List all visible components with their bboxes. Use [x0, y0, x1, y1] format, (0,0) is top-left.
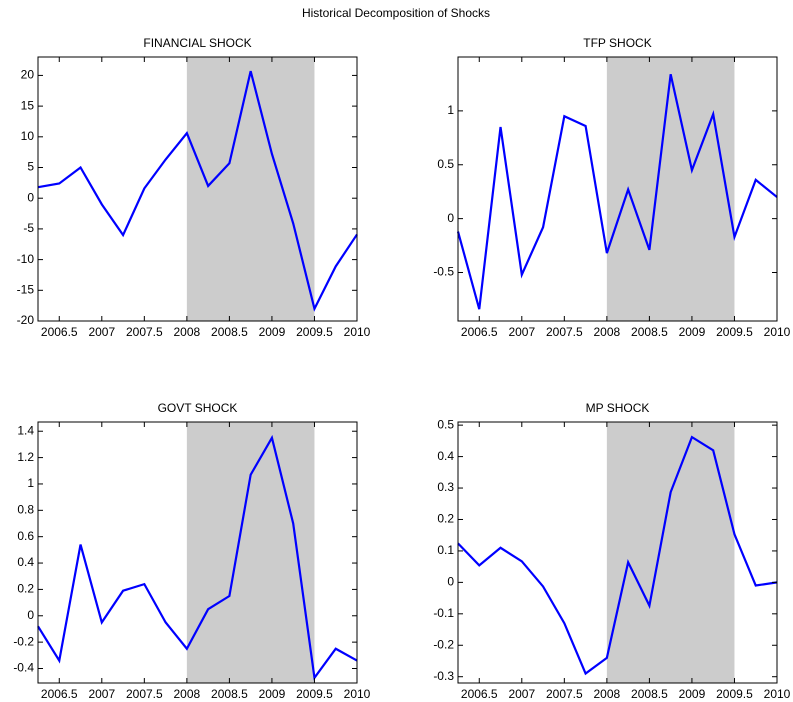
y-tick-label: -0.4: [13, 661, 34, 675]
x-tick-label: 2008.5: [211, 687, 248, 701]
x-tick-label: 2010: [344, 325, 371, 339]
x-tick-label: 2008: [174, 325, 201, 339]
subplot: MP SHOCK -0.3 -0.2 -0.1 0 0.1 0.2 0.3 0.4 0.5 2006…: [433, 401, 790, 701]
x-tick-label: 2007.5: [126, 687, 163, 701]
y-tick-label: 0: [27, 608, 34, 622]
x-tick-label: 2007: [508, 325, 535, 339]
x-tick-label: 2008.5: [631, 687, 668, 701]
shaded-region: [186, 57, 315, 321]
x-tick-label: 2009: [679, 687, 706, 701]
y-tick-label: 0.5: [437, 157, 454, 171]
y-tick-label: 15: [21, 98, 35, 112]
x-tick-label: 2010: [764, 687, 791, 701]
subplot-title: MP SHOCK: [586, 401, 650, 415]
x-tick-label: 2009.5: [716, 687, 753, 701]
axes-box: [457, 56, 778, 322]
y-tick-label: 1: [27, 476, 34, 490]
x-tick-label: 2010: [344, 687, 371, 701]
y-tick-label: 0.2: [437, 512, 454, 526]
axes-box: [457, 421, 778, 684]
y-tick-label: -20: [17, 313, 35, 327]
x-tick-label: 2007.5: [546, 325, 583, 339]
data-line: [457, 435, 778, 676]
shaded-region: [186, 422, 315, 683]
y-tick-label: -0.3: [433, 669, 454, 683]
shaded-region: [606, 422, 735, 683]
x-tick-label: 2009: [259, 325, 286, 339]
x-tick-label: 2007: [508, 687, 535, 701]
subplot-title: FINANCIAL SHOCK: [143, 36, 251, 50]
y-tick-label: -0.2: [13, 634, 34, 648]
subplot: TFP SHOCK -0.5 0 0.5 1 2006.5 2007 2007.5 2008 20…: [433, 36, 790, 339]
x-tick-label: 2007: [88, 687, 115, 701]
y-tick-label: 0: [447, 575, 454, 589]
y-tick-label: 20: [21, 68, 35, 82]
y-tick-label: 0.2: [17, 582, 34, 596]
figure-title: Historical Decomposition of Shocks: [302, 6, 490, 20]
data-line: [37, 434, 358, 681]
x-tick-label: 2008: [594, 687, 621, 701]
y-tick-label: 0.3: [437, 480, 454, 494]
x-tick-label: 2009: [679, 325, 706, 339]
x-tick-label: 2009.5: [296, 687, 333, 701]
axes-box: [37, 56, 358, 322]
axes-box: [37, 421, 358, 684]
y-tick-label: 0.4: [17, 555, 34, 569]
x-tick-label: 2007.5: [126, 325, 163, 339]
y-tick-label: 0: [447, 211, 454, 225]
y-tick-label: -0.2: [433, 637, 454, 651]
y-tick-label: -15: [17, 282, 35, 296]
x-tick-label: 2006.5: [461, 325, 498, 339]
x-tick-label: 2006.5: [41, 325, 78, 339]
subplot-title: GOVT SHOCK: [158, 401, 238, 415]
y-tick-label: 0.6: [17, 529, 34, 543]
shaded-region: [606, 57, 735, 321]
y-tick-label: 1.2: [17, 450, 34, 464]
y-tick-label: 0.1: [437, 543, 454, 557]
x-tick-label: 2008.5: [211, 325, 248, 339]
x-tick-label: 2009.5: [296, 325, 333, 339]
y-tick-label: 1.4: [17, 423, 34, 437]
x-tick-label: 2010: [764, 325, 791, 339]
y-tick-label: -0.5: [433, 265, 454, 279]
y-tick-label: 1: [447, 103, 454, 117]
y-tick-label: 5: [27, 160, 34, 174]
x-tick-label: 2008.5: [631, 325, 668, 339]
x-tick-label: 2007: [88, 325, 115, 339]
subplot: FINANCIAL SHOCK -20 -15 -10 -5 0 5 10 15 20 2006.5…: [17, 36, 371, 339]
y-tick-label: 0.5: [437, 417, 454, 431]
x-tick-label: 2006.5: [41, 687, 78, 701]
subplot-title: TFP SHOCK: [583, 36, 651, 50]
y-tick-label: 0: [27, 190, 34, 204]
subplot: GOVT SHOCK -0.4 -0.2 0 0.2 0.4 0.6 0.8 1 1.2 1.4 20…: [13, 401, 370, 701]
x-tick-label: 2006.5: [461, 687, 498, 701]
y-tick-label: -10: [17, 252, 35, 266]
y-tick-label: -0.1: [433, 606, 454, 620]
y-tick-label: 10: [21, 129, 35, 143]
y-tick-label: -5: [23, 221, 34, 235]
y-tick-label: 0.4: [437, 449, 454, 463]
x-tick-label: 2009.5: [716, 325, 753, 339]
data-line: [456, 74, 778, 310]
y-tick-label: 0.8: [17, 502, 34, 516]
x-tick-label: 2009: [259, 687, 286, 701]
data-line: [37, 70, 358, 312]
x-tick-label: 2008: [174, 687, 201, 701]
x-tick-label: 2007.5: [546, 687, 583, 701]
x-tick-label: 2008: [594, 325, 621, 339]
